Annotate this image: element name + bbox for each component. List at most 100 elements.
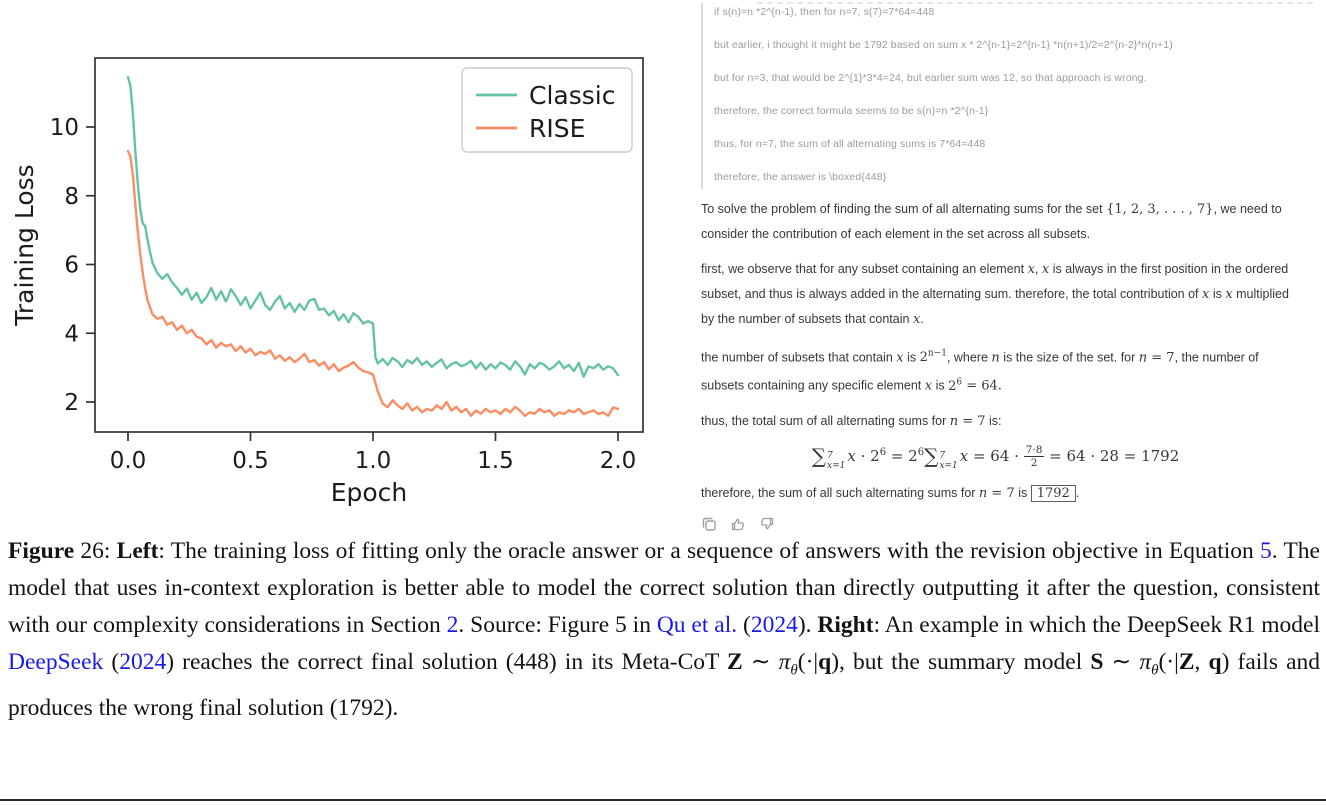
plot-border bbox=[94, 57, 644, 433]
x-tick-label: 0.0 bbox=[110, 448, 147, 474]
y-tick-label: 2 bbox=[64, 390, 79, 416]
text-segment: is always in the first position in the o… bbox=[701, 262, 1289, 301]
text-segment: first, we observe that for any subset co… bbox=[701, 262, 1028, 276]
text-segment: θ bbox=[1151, 662, 1159, 679]
answer-block: To solve the problem of finding the sum … bbox=[701, 197, 1290, 532]
text-segment: multiplied by the number of subsets that… bbox=[701, 287, 1289, 326]
text-segment: (·| bbox=[797, 649, 819, 675]
sum-operator: ∑ bbox=[924, 443, 939, 468]
text-segment: = 64 · bbox=[968, 446, 1024, 465]
fraction: 7·8 2 bbox=[1023, 444, 1045, 470]
text-segment: , we need to consider the contribution o… bbox=[701, 202, 1282, 241]
text-segment: is bbox=[1014, 485, 1031, 500]
thumbs-up-icon[interactable] bbox=[730, 516, 746, 532]
legend: Classic RISE bbox=[461, 67, 633, 153]
boxed-answer: 1792 bbox=[1030, 484, 1076, 502]
text-segment: . The model that uses in-context explora… bbox=[8, 538, 1320, 638]
text-segment: n bbox=[978, 485, 988, 501]
text-segment: therefore, the sum of all such alternati… bbox=[701, 485, 979, 500]
text-segment: ( bbox=[737, 612, 751, 638]
citation-link[interactable]: Qu et al. bbox=[656, 612, 738, 638]
rise-line bbox=[126, 149, 620, 417]
think-paragraph: thus, for n=7, the sum of all alternatin… bbox=[714, 138, 986, 150]
text-segment: . bbox=[1075, 485, 1080, 500]
text-segment: ( bbox=[103, 649, 120, 675]
text-segment: is the size of the set. for bbox=[999, 350, 1139, 365]
legend-label: Classic bbox=[529, 81, 615, 110]
citation-link[interactable]: 2 bbox=[446, 612, 459, 638]
citation-link[interactable]: 5 bbox=[1260, 538, 1272, 564]
text-segment: x bbox=[1225, 287, 1233, 302]
text-segment: = 2 bbox=[886, 446, 918, 465]
text-segment: : An example in which the DeepSeek R1 mo… bbox=[873, 612, 1321, 638]
text-segment: = 7 bbox=[1147, 350, 1175, 366]
citation-link[interactable]: 2024 bbox=[750, 612, 798, 638]
answer-final-line: therefore, the sum of all such alternati… bbox=[701, 481, 1290, 506]
thumbs-down-icon[interactable] bbox=[759, 516, 775, 532]
text-segment: ). bbox=[797, 612, 818, 638]
chart-svg: 2 4 6 8 10 0.0 0.5 1.0 1.5 2.0 Training Loss Epoch C… bbox=[10, 57, 644, 507]
text-segment: 2n−1 bbox=[919, 349, 947, 366]
text-segment: x bbox=[1202, 287, 1210, 302]
x-tick-label: 2.0 bbox=[600, 448, 637, 474]
text-segment: is bbox=[903, 350, 920, 365]
text-segment: Z bbox=[1178, 649, 1195, 675]
answer-paragraph: To solve the problem of finding the sum … bbox=[701, 197, 1290, 247]
copy-icon[interactable] bbox=[701, 516, 717, 532]
text-segment: Z bbox=[727, 649, 743, 675]
think-paragraph: therefore, the answer is \boxed{448} bbox=[714, 171, 887, 183]
answer-paragraph: the number of subsets that contain x is … bbox=[701, 342, 1290, 399]
text-segment: = 64 · 28 = 1792 bbox=[1044, 446, 1180, 465]
text-segment: To solve the problem of finding the sum … bbox=[701, 202, 1107, 216]
text-segment: = 64. bbox=[962, 378, 1002, 394]
text-segment: q bbox=[818, 649, 832, 675]
text-segment: ∼ bbox=[742, 649, 779, 675]
citation-link[interactable]: 2024 bbox=[119, 649, 167, 675]
text-segment: θ bbox=[790, 662, 798, 679]
y-axis-label: Training Loss bbox=[10, 164, 39, 326]
text-segment: . Source: Figure 5 in bbox=[458, 612, 657, 638]
text-segment: . bbox=[920, 312, 924, 326]
text-segment: , the number of subsets containing any s… bbox=[701, 350, 1259, 393]
x-tick-label: 1.5 bbox=[477, 448, 514, 474]
x-tick-label: 1.0 bbox=[355, 448, 392, 474]
text-segment: π bbox=[1139, 649, 1152, 675]
text-segment: S bbox=[1090, 649, 1104, 675]
y-tick-label: 6 bbox=[64, 253, 79, 279]
text-segment: thus, the total sum of all alternating s… bbox=[701, 413, 950, 428]
text-segment: = 7 bbox=[958, 413, 986, 429]
citation-link[interactable]: DeepSeek bbox=[8, 649, 104, 675]
text-segment: Figure bbox=[8, 538, 75, 564]
display-formula: ∑ 7 x=1 x · 26 = 26∑ 7 x=1 x = 64 · 7·8 2 = 64 … bbox=[811, 443, 1180, 471]
figure-caption: Figure 26: Left: The training loss of fi… bbox=[8, 533, 1320, 727]
think-paragraph: but for n=3, that would be 2^{1}*3*4=24,… bbox=[714, 72, 1147, 84]
message-actions bbox=[701, 516, 1290, 532]
text-segment: ), but the summary model bbox=[831, 649, 1091, 675]
text-segment: Right bbox=[817, 612, 874, 638]
text-segment: · 2 bbox=[855, 446, 880, 465]
text-segment: is bbox=[932, 378, 949, 393]
sum-operator: ∑ bbox=[811, 443, 827, 468]
text-segment: is bbox=[1209, 287, 1226, 301]
think-block: if s(n)=n *2^{n-1}, then for n=7, s(7)=7… bbox=[701, 3, 1285, 189]
answer-paragraph: thus, the total sum of all alternating s… bbox=[701, 409, 1290, 434]
legend-label: RISE bbox=[529, 114, 585, 143]
x-axis-label: Epoch bbox=[331, 478, 408, 507]
y-tick-label: 8 bbox=[64, 184, 79, 210]
think-paragraph: if s(n)=n *2^{n-1}, then for n=7, s(7)=7… bbox=[714, 6, 935, 18]
y-tick-label: 10 bbox=[50, 115, 79, 141]
text-segment: 26: bbox=[74, 538, 117, 564]
training-loss-chart: 2 4 6 8 10 0.0 0.5 1.0 1.5 2.0 Training Loss Epoch C… bbox=[0, 0, 670, 520]
text-segment: n bbox=[1138, 350, 1148, 366]
text-segment: ∼ bbox=[1103, 649, 1140, 675]
y-tick-label: 4 bbox=[64, 321, 79, 347]
text-segment: x bbox=[1027, 262, 1035, 277]
text-segment: π bbox=[778, 649, 791, 675]
page-bottom-rule bbox=[0, 799, 1326, 801]
answer-paragraph: first, we observe that for any subset co… bbox=[701, 257, 1290, 332]
math-variable: x bbox=[959, 446, 969, 465]
text-segment: {1, 2, 3, . . . , 7} bbox=[1106, 202, 1214, 217]
text-segment: = 7 bbox=[987, 485, 1015, 501]
text-segment: , bbox=[1034, 262, 1042, 276]
text-segment: ) fails and produces the wrong final sol… bbox=[8, 649, 1321, 721]
